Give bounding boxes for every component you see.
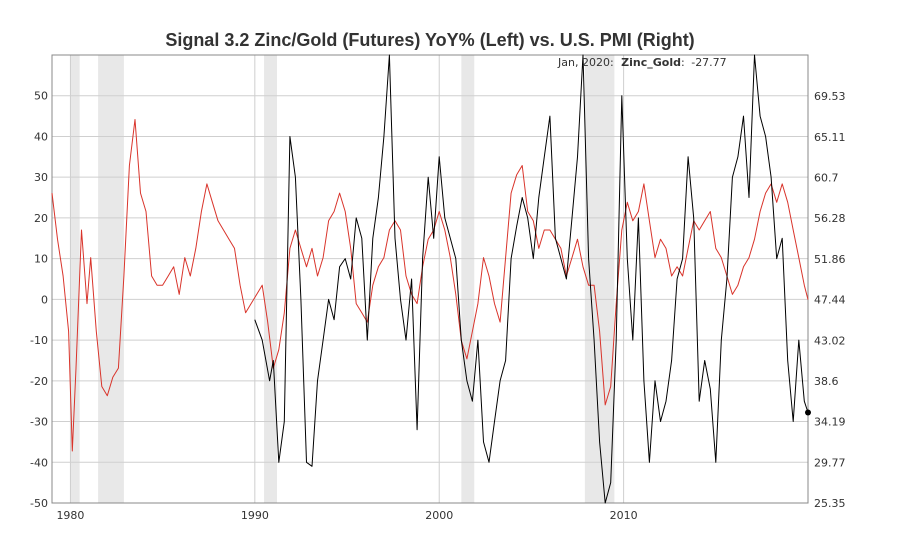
series-line-zinc-gold[interactable] xyxy=(254,54,809,504)
right-tick-label: 38.6 xyxy=(814,375,839,388)
x-axis-ticks: 1980 1990 2000 2010 xyxy=(56,509,637,522)
zinc-gold-end-marker[interactable] xyxy=(805,409,811,416)
left-tick-label: -30 xyxy=(30,416,48,429)
x-tick-label: 2010 xyxy=(610,509,638,522)
left-tick-label: -10 xyxy=(30,334,48,347)
series-layer xyxy=(51,54,809,504)
recession-band-3 xyxy=(461,55,475,503)
right-tick-label: 56.28 xyxy=(814,212,846,225)
left-tick-label: -40 xyxy=(30,456,48,469)
right-axis-ticks: 69.53 65.11 60.7 56.28 51.86 47.44 43.02 38.6 34… xyxy=(814,90,846,510)
right-tick-label: 51.86 xyxy=(814,253,846,266)
right-tick-label: 60.7 xyxy=(814,171,839,184)
right-tick-label: 29.77 xyxy=(814,456,846,469)
right-tick-label: 65.11 xyxy=(814,131,846,144)
recession-band-0 xyxy=(70,55,80,503)
x-tick-label: 1980 xyxy=(56,509,84,522)
left-tick-label: -20 xyxy=(30,375,48,388)
x-tick-label: 1990 xyxy=(241,509,269,522)
chart-title: Signal 3.2 Zinc/Gold (Futures) YoY% (Lef… xyxy=(165,30,694,50)
plot-frame xyxy=(51,54,809,504)
gridlines xyxy=(52,55,808,504)
left-tick-label: 40 xyxy=(34,130,48,143)
x-tick-label: 2000 xyxy=(425,509,453,522)
svg-text:Jan, 2020: Zinc_Gold:: Jan, 2020: Zinc_Gold: -27.77 xyxy=(557,56,727,69)
series-line-pmi[interactable] xyxy=(51,119,809,452)
left-axis-ticks: 50 40 30 20 10 0 -10 -20 -30 -40 -50 xyxy=(30,90,48,510)
tooltip-value: -27.77 xyxy=(691,56,726,69)
recession-band-1 xyxy=(98,55,124,503)
right-tick-label: 69.53 xyxy=(814,90,846,103)
tooltip-date: Jan, 2020: xyxy=(557,56,614,69)
recession-bands xyxy=(70,55,615,503)
tooltip-colon: : xyxy=(681,56,685,69)
right-tick-label: 25.35 xyxy=(814,497,846,510)
recession-band-2 xyxy=(264,55,277,503)
left-tick-label: 10 xyxy=(34,253,48,266)
left-tick-label: 0 xyxy=(41,293,48,306)
tooltip: Jan, 2020: Zinc_Gold: -27.77 xyxy=(557,56,727,69)
right-tick-label: 43.02 xyxy=(814,334,846,347)
left-tick-label: 20 xyxy=(34,212,48,225)
left-tick-label: -50 xyxy=(30,497,48,510)
tooltip-series: Zinc_Gold xyxy=(621,56,681,69)
left-tick-label: 30 xyxy=(34,171,48,184)
right-tick-label: 47.44 xyxy=(814,294,846,307)
right-tick-label: 34.19 xyxy=(814,416,846,429)
left-tick-label: 50 xyxy=(34,90,48,103)
